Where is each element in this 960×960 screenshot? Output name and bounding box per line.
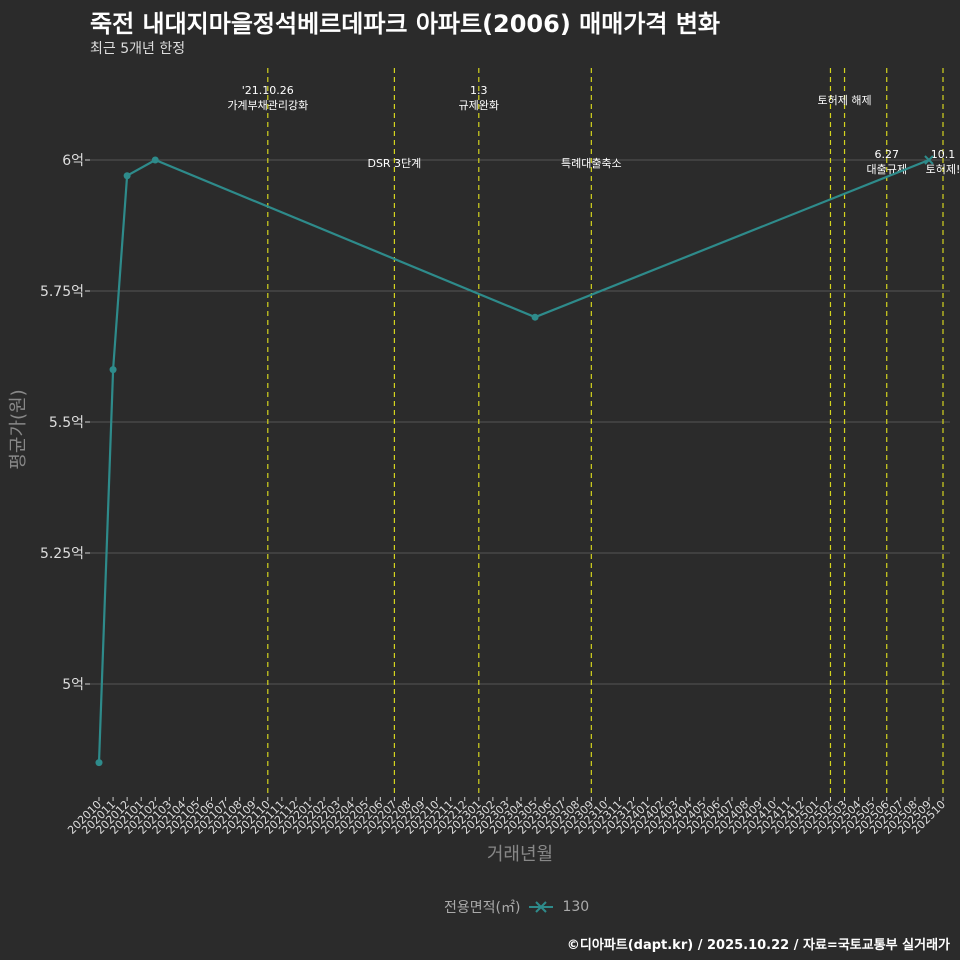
event-label-202503-0: 토허제 해제: [817, 93, 871, 107]
legend-key-icon: [529, 901, 554, 913]
legend: 전용면적(㎡) 130: [444, 897, 589, 917]
y-tick-label-3: 5.75억: [40, 284, 84, 300]
y-tick-label-0: 5억: [62, 677, 84, 693]
legend-entry-130: 130: [562, 899, 590, 915]
event-label-202506-1: 대출규제: [866, 163, 906, 176]
y-tick-label-1: 5.25억: [40, 546, 84, 562]
y-tick-label-4: 6억: [62, 153, 84, 169]
data-point-202011: [109, 366, 117, 374]
event-label-202510-1: 토허제!: [926, 163, 960, 176]
source-caption: ©디아파트(dapt.kr) / 2025.10.22 / 자료=국토교통부 실…: [566, 938, 950, 953]
event-label-202301-0: 1.3: [470, 84, 488, 97]
event-label-202301-1: 규제완화: [459, 99, 499, 112]
data-point-202012: [123, 172, 131, 180]
data-point-202102: [151, 156, 159, 164]
event-label-202207-0: DSR 3단계: [367, 157, 421, 170]
event-label-202309-0: 특례대출축소: [561, 157, 622, 170]
data-point-202509: [924, 155, 934, 165]
event-label-202110-0: '21.10.26: [242, 84, 294, 97]
legend-title: 전용면적(㎡): [444, 900, 521, 916]
data-point-202010: [95, 759, 103, 767]
y-axis-label: 평균가(원): [8, 389, 29, 469]
x-axis-label: 거래년월: [487, 844, 553, 865]
data-point-202305: [531, 313, 539, 321]
chart-subtitle: 최근 5개년 한정: [90, 41, 186, 57]
event-label-202110-1: 가계부채관리강화: [227, 99, 308, 112]
chart-title: 죽전 내대지마을정석베르데파크 아파트(2006) 매매가격 변화: [90, 10, 720, 38]
event-label-202506-0: 6.27: [874, 148, 899, 161]
event-label-202510-0: 10.1: [931, 148, 956, 161]
y-tick-label-2: 5.5억: [49, 415, 84, 431]
series-line-130: [97, 158, 930, 763]
